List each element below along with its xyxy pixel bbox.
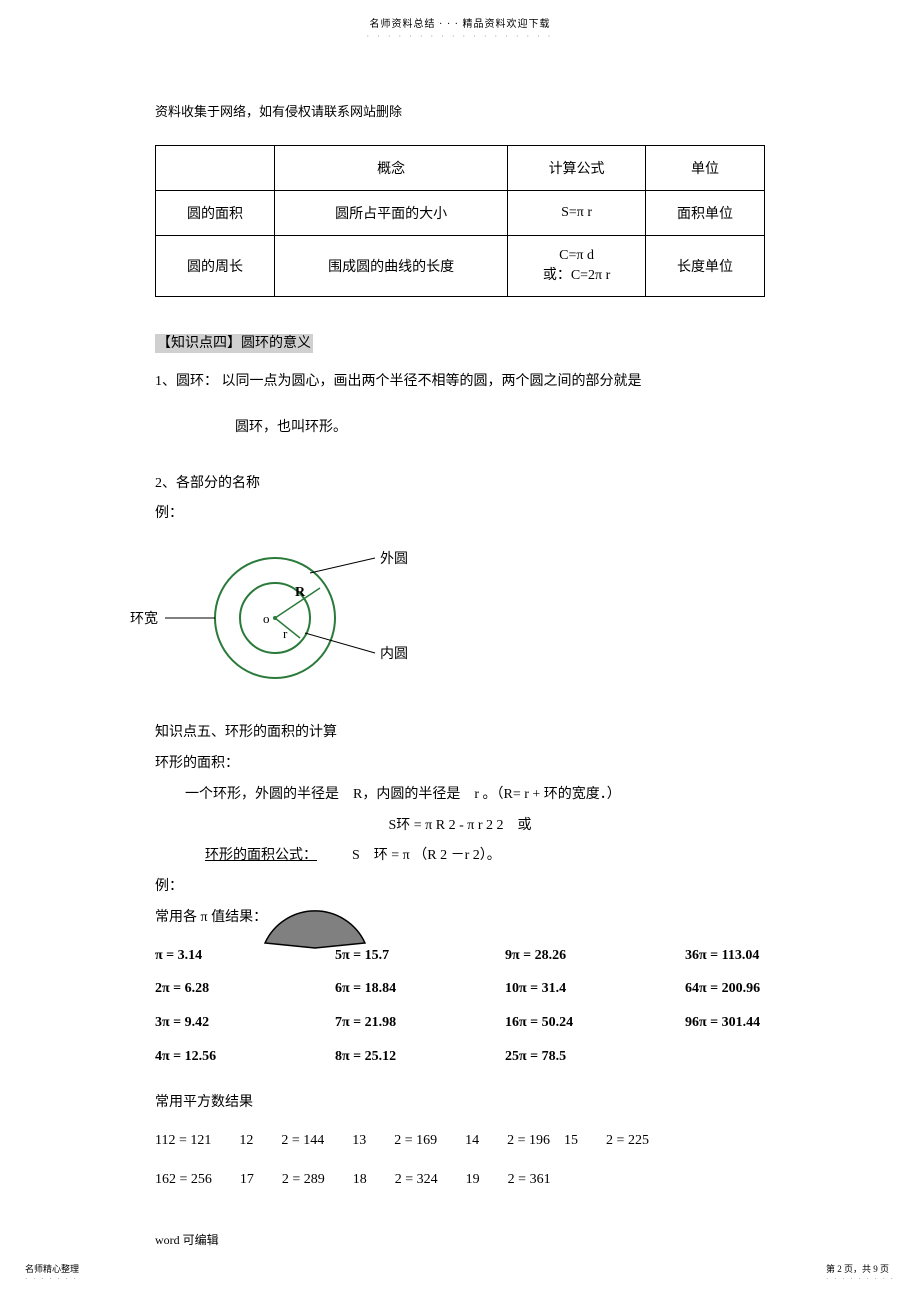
pi-cell: 6π = 18.84 (335, 972, 505, 1006)
diagram-r-label: r (283, 626, 288, 641)
footer-right-text: 第 2 页，共 9 页 (826, 1262, 895, 1275)
ring-svg: o R r 外圆 内圆 (155, 538, 435, 698)
kp5-line1: 一个环形，外圆的半径是 R，内圆的半径是 r 。（R= r + 环的宽度．） (155, 780, 765, 811)
fan-icon (250, 893, 380, 953)
table-row: 圆的周长 围成圆的曲线的长度 C=π d 或：C=2π r 长度单位 (156, 236, 765, 297)
kp5-title: 知识点五、环形的面积的计算 (155, 718, 765, 749)
footer-word: word 可编辑 (155, 1231, 765, 1248)
pi-cell: 9π = 28.26 (505, 939, 685, 973)
pi-cell (685, 1040, 845, 1074)
kp4-example: 例： (155, 499, 765, 530)
cell-area-concept: 圆所占平面的大小 (275, 191, 508, 236)
pi-cell: 25π = 78.5 (505, 1040, 685, 1074)
pi-cell: 3π = 9.42 (155, 1006, 335, 1040)
footer-left: 名师精心整理 · · · · · · · (25, 1262, 79, 1283)
pi-cell: 36π = 113.04 (685, 939, 845, 973)
cell-area-formula: S=π r (508, 191, 646, 236)
pi-cell: 16π = 50.24 (505, 1006, 685, 1040)
pi-grid: π = 3.14 5π = 15.7 9π = 28.26 36π = 113.… (155, 939, 765, 1073)
diagram-width-label: 环宽 (130, 608, 158, 628)
cell-circ-unit: 长度单位 (645, 236, 764, 297)
pi-cell: 10π = 31.4 (505, 972, 685, 1006)
header-dots: · · · · · · · · · · · · · · · · · · (0, 32, 920, 41)
cell-circ-name: 圆的周长 (156, 236, 275, 297)
pi-cell: 64π = 200.96 (685, 972, 845, 1006)
pi-cell: 4π = 12.56 (155, 1040, 335, 1074)
table-row: 圆的面积 圆所占平面的大小 S=π r 面积单位 (156, 191, 765, 236)
footer-right: 第 2 页，共 9 页 · · · · · · · · · (826, 1262, 895, 1283)
kp5-subtitle: 环形的面积： (155, 749, 765, 780)
diagram-R-label: R (295, 585, 306, 600)
table-header-row: 概念 计算公式 单位 (156, 146, 765, 191)
cell-area-name: 圆的面积 (156, 191, 275, 236)
pi-cell: 7π = 21.98 (335, 1006, 505, 1040)
kp5-formula1: S环 = π R 2 - π r 2 2 或 (155, 811, 765, 842)
pi-cell: 96π = 301.44 (685, 1006, 845, 1040)
kp4-line2: 2、各部分的名称 (155, 469, 765, 500)
concept-table: 概念 计算公式 单位 圆的面积 圆所占平面的大小 S=π r 面积单位 圆的周长… (155, 145, 765, 297)
diagram-center-label: o (263, 611, 270, 626)
kp4-line1b: 圆环，也叫环形。 (155, 413, 765, 444)
kp5-formula2-label: 环形的面积公式： (205, 848, 317, 863)
footer-left-dots: · · · · · · · (25, 1275, 79, 1283)
cell-circ-concept: 围成圆的曲线的长度 (275, 236, 508, 297)
kp4-title: 【知识点四】圆环的意义 (155, 334, 313, 353)
pi-cell: 2π = 6.28 (155, 972, 335, 1006)
squares-row1: 112 = 121 12 2 = 144 13 2 = 169 14 2 = 1… (155, 1124, 765, 1158)
th-concept: 概念 (275, 146, 508, 191)
kp5-formula2-wrap: 环形的面积公式： S 环 = π （R 2 －r 2）。 (155, 841, 765, 872)
kp4-section: 【知识点四】圆环的意义 1、圆环： 以同一点为圆心，画出两个半径不相等的圆，两个… (155, 332, 765, 530)
source-note: 资料收集于网络，如有侵权请联系网站删除 (155, 101, 765, 120)
diagram-inner-label: 内圆 (380, 646, 408, 662)
header-top-text: 名师资料总结 · · · 精品资料欢迎下载 (0, 0, 920, 30)
pi-title: 常用各 π 值结果： (155, 903, 765, 934)
ring-diagram: o R r 外圆 内圆 环宽 (155, 538, 765, 703)
footer-left-text: 名师精心整理 (25, 1262, 79, 1275)
squares-title: 常用平方数结果 (155, 1088, 765, 1119)
pi-cell: 8π = 25.12 (335, 1040, 505, 1074)
th-unit: 单位 (645, 146, 764, 191)
diagram-outer-label: 外圆 (380, 551, 408, 567)
kp5-example: 例： (155, 872, 765, 903)
main-content: 资料收集于网络，如有侵权请联系网站删除 概念 计算公式 单位 圆的面积 圆所占平… (0, 41, 920, 1248)
cell-area-unit: 面积单位 (645, 191, 764, 236)
pi-section: 常用各 π 值结果： π = 3.14 5π = 15.7 9π = 28.26… (155, 903, 765, 1073)
squares-row2: 162 = 256 17 2 = 289 18 2 = 324 19 2 = 3… (155, 1163, 765, 1197)
cell-circ-formula: C=π d 或：C=2π r (508, 236, 646, 297)
th-formula: 计算公式 (508, 146, 646, 191)
kp4-line1: 1、圆环： 以同一点为圆心，画出两个半径不相等的圆，两个圆之间的部分就是 (155, 367, 765, 398)
th-blank (156, 146, 275, 191)
kp5-formula2: S 环 = π （R 2 －r 2）。 (352, 848, 501, 863)
footer-right-dots: · · · · · · · · · (826, 1275, 895, 1283)
